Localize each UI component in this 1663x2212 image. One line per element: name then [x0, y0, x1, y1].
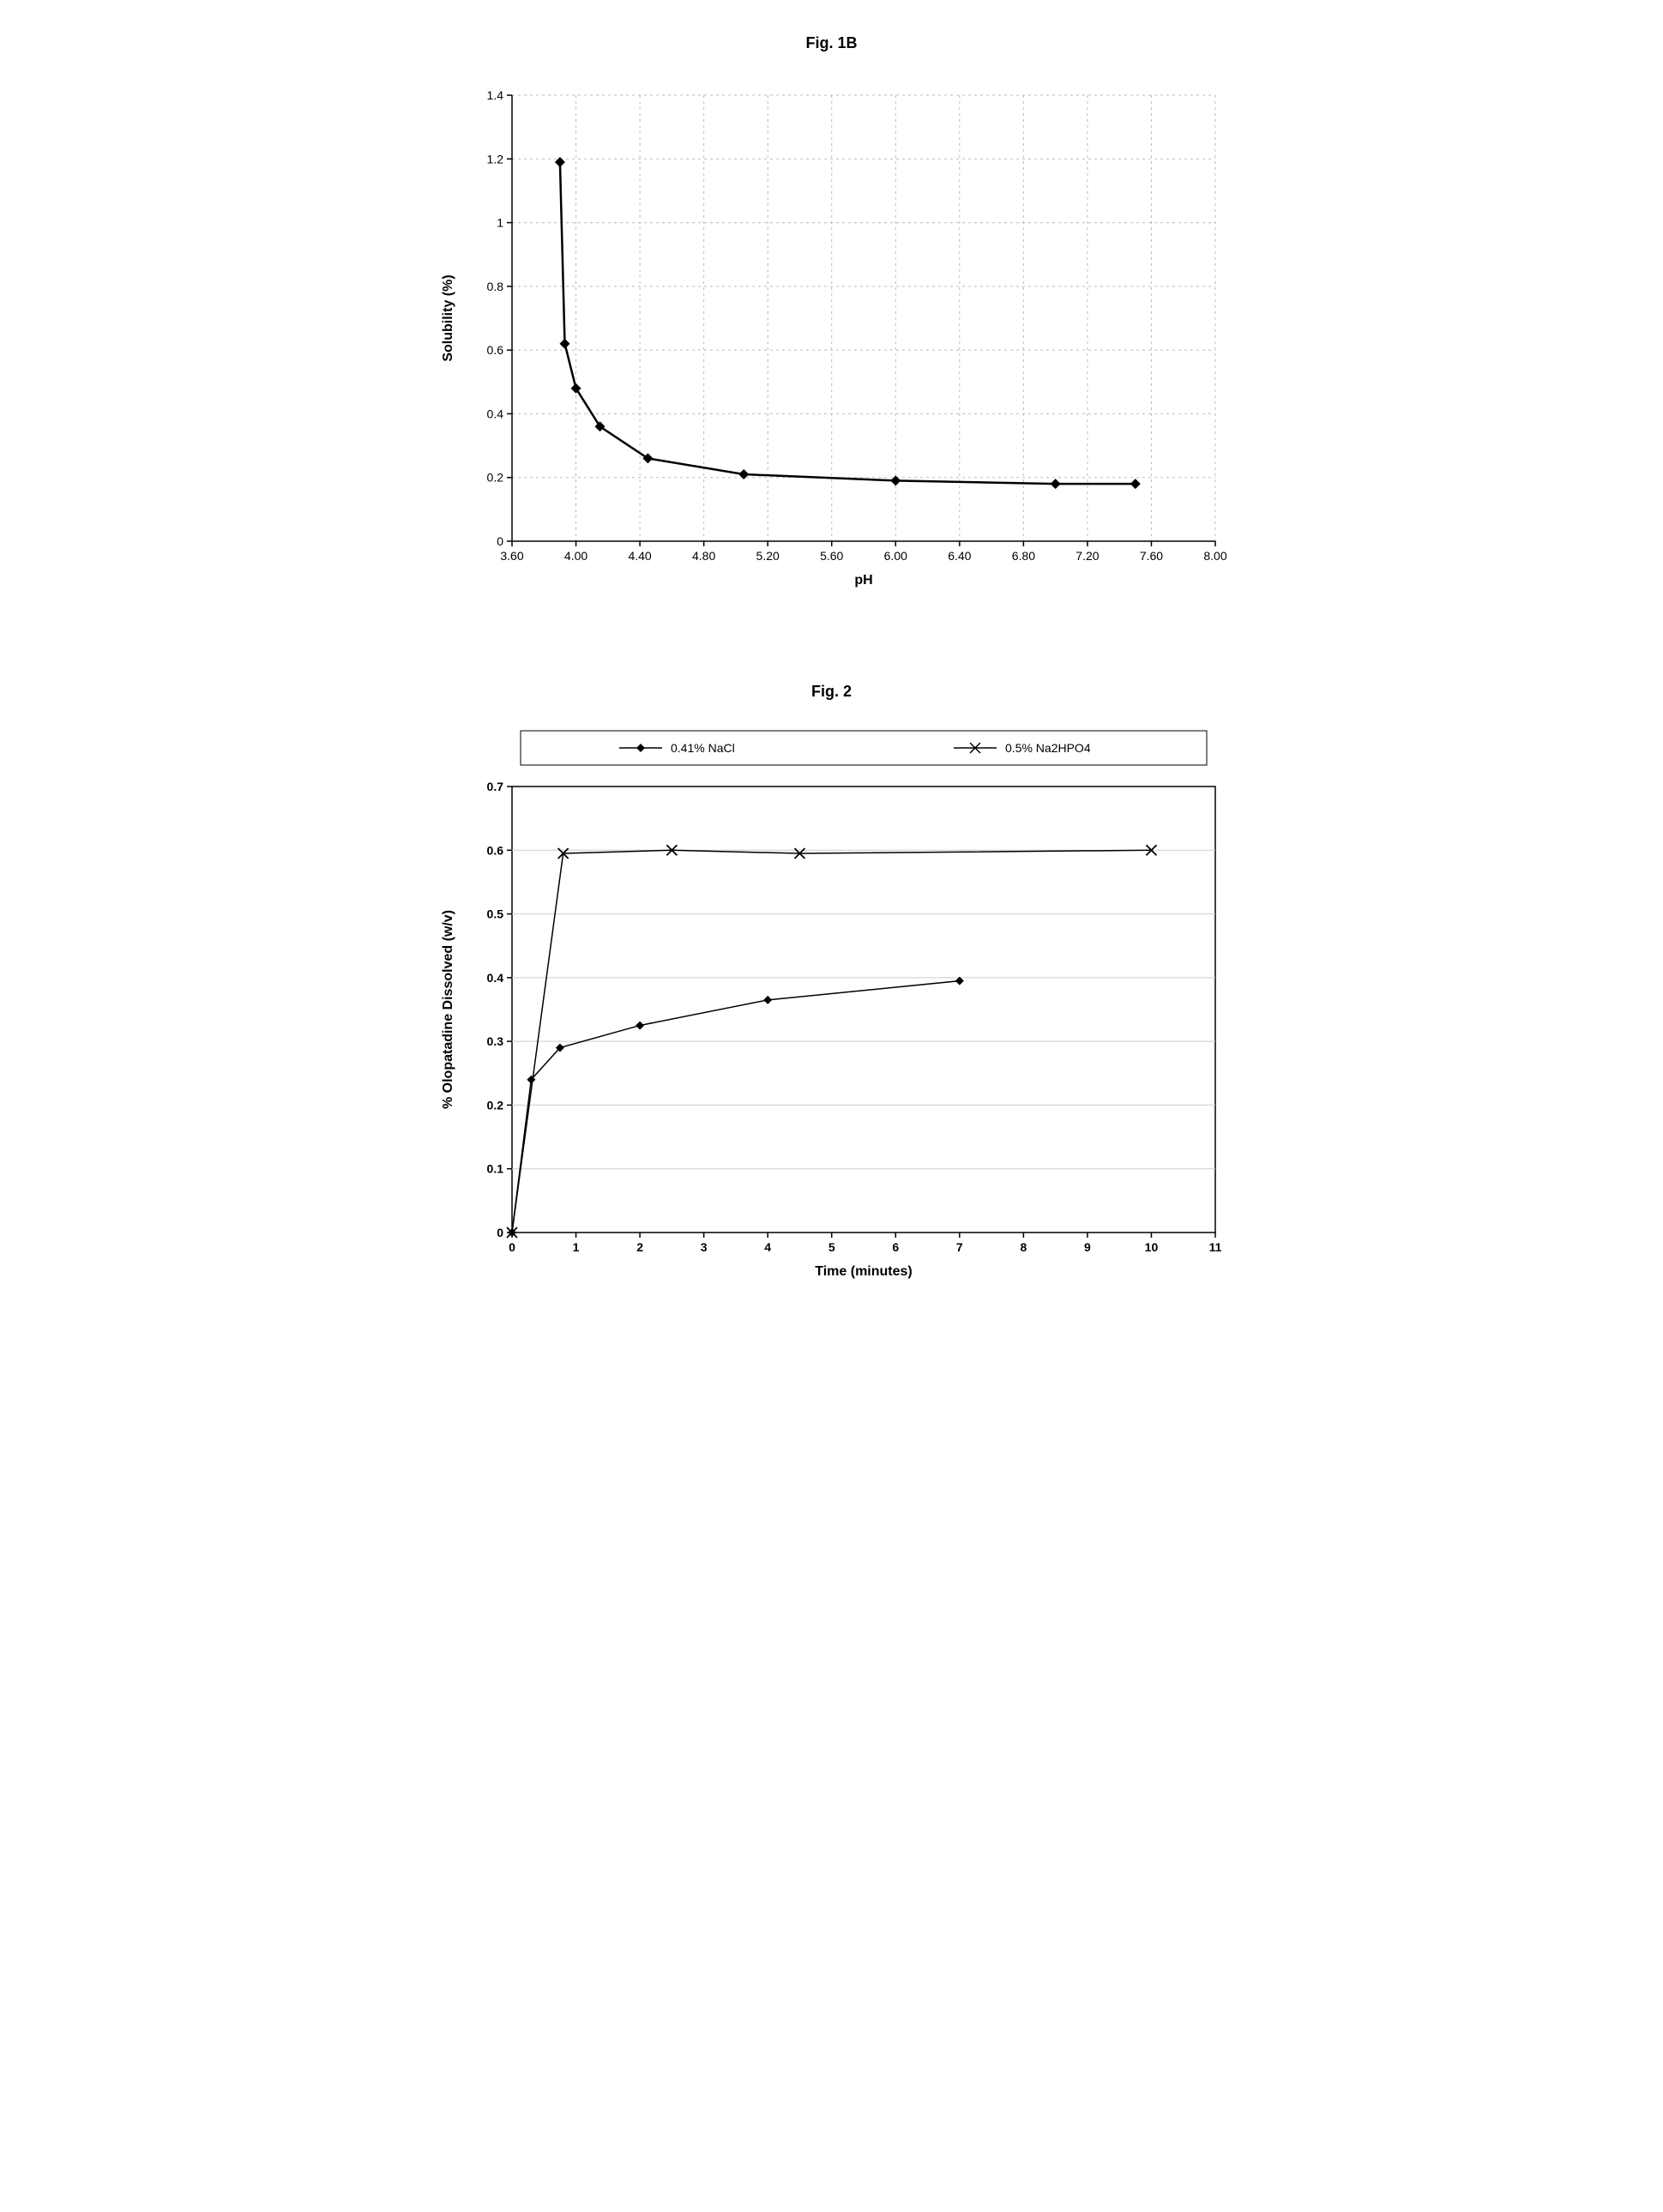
svg-text:0.41% NaCl: 0.41% NaCl: [671, 741, 735, 755]
svg-text:4: 4: [764, 1240, 771, 1254]
svg-text:7: 7: [956, 1240, 963, 1254]
svg-text:0.6: 0.6: [487, 343, 504, 357]
svg-text:1: 1: [497, 216, 503, 230]
figure-1b-title: Fig. 1B: [431, 34, 1232, 52]
svg-text:pH: pH: [854, 573, 872, 588]
svg-text:Time (minutes): Time (minutes): [815, 1264, 913, 1279]
svg-text:9: 9: [1084, 1240, 1091, 1254]
svg-text:2: 2: [636, 1240, 643, 1254]
svg-text:4.40: 4.40: [628, 549, 651, 563]
svg-text:0.5% Na2HPO4: 0.5% Na2HPO4: [1005, 741, 1091, 755]
svg-text:0.4: 0.4: [487, 407, 504, 420]
svg-text:0.2: 0.2: [487, 1098, 504, 1112]
svg-text:0.6: 0.6: [487, 843, 504, 857]
svg-text:0: 0: [497, 534, 503, 548]
dissolution-chart: 0.41% NaCl 0.5% Na2HPO4 0 1 2 3 4 5 6 7 8 9 10 11 0 0.1…: [431, 726, 1232, 1284]
figure-1b: Fig. 1B 3.60 4.00 4.40 4.80 5.20 5.60 6.00 6.40…: [431, 34, 1232, 597]
svg-text:0.5: 0.5: [487, 907, 504, 921]
svg-text:7.60: 7.60: [1140, 549, 1163, 563]
solubility-chart: 3.60 4.00 4.40 4.80 5.20 5.60 6.00 6.40 6.80 7.20…: [431, 78, 1232, 593]
svg-text:1: 1: [573, 1240, 580, 1254]
svg-text:7.20: 7.20: [1076, 549, 1099, 563]
figure-2: Fig. 2 0.41% NaCl 0.5% Na2HPO4 0 1 2 3 4 5 6 7 8 9 1…: [431, 683, 1232, 1288]
svg-text:8.00: 8.00: [1203, 549, 1226, 563]
svg-text:10: 10: [1145, 1240, 1159, 1254]
svg-text:11: 11: [1209, 1240, 1222, 1254]
svg-text:Solubility (%): Solubility (%): [441, 274, 455, 361]
svg-text:5.20: 5.20: [756, 549, 780, 563]
svg-text:0: 0: [497, 1226, 503, 1239]
svg-text:0.8: 0.8: [487, 280, 504, 293]
svg-text:0.7: 0.7: [487, 780, 504, 793]
svg-text:4.80: 4.80: [692, 549, 715, 563]
svg-text:8: 8: [1020, 1240, 1027, 1254]
svg-text:0: 0: [509, 1240, 515, 1254]
svg-text:6.00: 6.00: [884, 549, 907, 563]
svg-text:6: 6: [892, 1240, 899, 1254]
svg-text:0.4: 0.4: [487, 971, 504, 985]
svg-text:5: 5: [828, 1240, 835, 1254]
svg-text:0.2: 0.2: [487, 471, 504, 485]
svg-text:0.1: 0.1: [487, 1162, 504, 1176]
svg-text:0.3: 0.3: [487, 1034, 504, 1048]
svg-text:4.00: 4.00: [564, 549, 587, 563]
svg-text:3.60: 3.60: [500, 549, 523, 563]
svg-text:1.4: 1.4: [487, 88, 504, 102]
svg-text:6.80: 6.80: [1012, 549, 1035, 563]
svg-text:6.40: 6.40: [948, 549, 971, 563]
svg-text:% Olopatadine Dissolved (w/v): % Olopatadine Dissolved (w/v): [441, 910, 455, 1109]
svg-text:3: 3: [701, 1240, 708, 1254]
figure-2-title: Fig. 2: [431, 683, 1232, 701]
svg-text:1.2: 1.2: [487, 152, 504, 166]
svg-text:5.60: 5.60: [820, 549, 843, 563]
